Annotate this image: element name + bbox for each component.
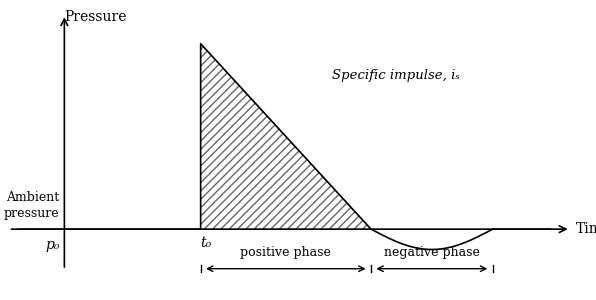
Text: Time: Time bbox=[575, 222, 596, 236]
Text: p₀: p₀ bbox=[45, 238, 60, 252]
Text: t₀: t₀ bbox=[201, 236, 212, 250]
Text: Specific impulse, iₛ: Specific impulse, iₛ bbox=[332, 69, 460, 82]
Polygon shape bbox=[201, 44, 371, 229]
Text: negative phase: negative phase bbox=[384, 246, 480, 259]
Text: Pressure: Pressure bbox=[64, 10, 127, 24]
Text: Ambient
pressure: Ambient pressure bbox=[4, 191, 60, 220]
Text: positive phase: positive phase bbox=[240, 246, 331, 259]
